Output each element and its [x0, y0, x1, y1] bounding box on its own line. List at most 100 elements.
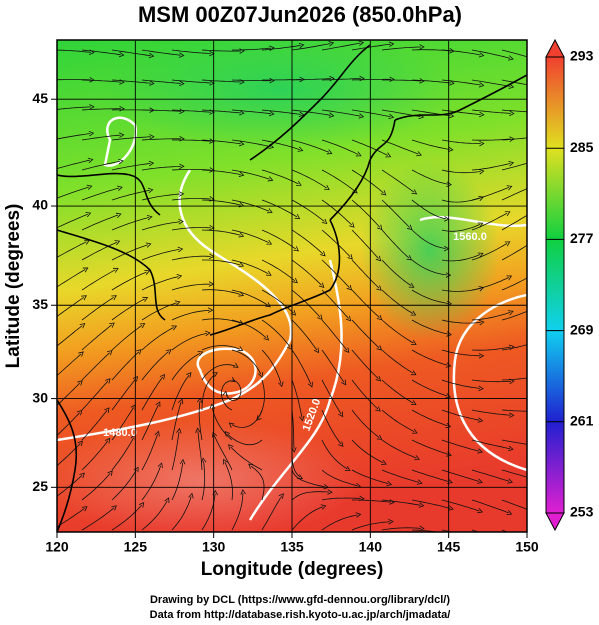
- streamline: [411, 259, 448, 276]
- stream-arrow: [107, 470, 113, 476]
- streamline: [81, 409, 108, 441]
- stream-arrow: [388, 113, 395, 120]
- stream-arrow: [359, 75, 365, 82]
- stream-arrow: [174, 300, 181, 306]
- streamline: [501, 188, 527, 201]
- streamline: [111, 407, 134, 441]
- stream-arrow: [239, 48, 245, 54]
- streamline: [81, 269, 116, 291]
- streamline: [411, 319, 449, 335]
- streamline: [501, 109, 527, 113]
- stream-arrow: [138, 502, 145, 508]
- stream-arrow: [104, 407, 110, 413]
- stream-arrow: [232, 362, 239, 368]
- stream-arrow: [376, 285, 382, 291]
- stream-arrow: [263, 334, 270, 341]
- stream-arrow: [118, 158, 124, 165]
- streamline: [291, 319, 318, 351]
- streamline: [231, 139, 271, 148]
- stream-arrow: [269, 45, 275, 51]
- stream-arrow: [419, 525, 425, 531]
- stream-arrow: [535, 182, 540, 186]
- streamline: [352, 499, 391, 503]
- stream-arrow: [207, 307, 214, 313]
- stream-arrow: [115, 212, 122, 218]
- streamline: [111, 504, 143, 531]
- stream-arrow: [238, 262, 245, 268]
- contour-label: 1480.0: [103, 427, 137, 439]
- streamline: [141, 109, 182, 112]
- stream-arrow: [569, 133, 574, 138]
- stream-arrow: [478, 52, 485, 58]
- stream-arrow: [257, 371, 264, 378]
- stream-arrow: [238, 171, 245, 177]
- stream-arrow: [533, 238, 538, 242]
- streamline: [351, 259, 380, 289]
- stream-arrow: [509, 110, 515, 117]
- streamline: [201, 109, 241, 114]
- streamline: [57, 186, 89, 199]
- stream-arrow: [265, 270, 272, 276]
- streamline: [57, 412, 80, 436]
- streamline: [351, 78, 391, 81]
- streamline: [321, 469, 358, 487]
- stream-arrow: [265, 302, 271, 308]
- stream-arrow: [186, 372, 192, 378]
- stream-arrow: [389, 76, 395, 83]
- streamline: [501, 244, 527, 261]
- streamline: [261, 229, 297, 250]
- streamline: [57, 213, 88, 229]
- stream-arrow: [248, 463, 254, 469]
- streamline: [261, 169, 299, 185]
- streamline: [321, 409, 342, 445]
- streamline: [381, 439, 417, 459]
- colorbar-tick-label: 277: [570, 230, 594, 246]
- stream-arrow: [478, 319, 485, 326]
- streamline: [321, 514, 358, 531]
- stream-arrow: [240, 489, 246, 495]
- streamline: [141, 500, 168, 531]
- streamline: [381, 259, 412, 287]
- streamline: [141, 434, 158, 471]
- streamline: [411, 229, 446, 249]
- stream-arrow: [224, 430, 231, 437]
- streamline: [291, 43, 331, 51]
- x-tick-label: 140: [359, 539, 383, 555]
- streamline: [291, 169, 327, 189]
- streamline: [381, 527, 421, 531]
- stream-arrow: [447, 146, 454, 153]
- streamline: [141, 138, 181, 141]
- x-tick-label: 135: [280, 539, 304, 555]
- stream-arrow: [414, 455, 421, 461]
- stream-arrow: [114, 240, 121, 246]
- stream-arrow: [117, 185, 123, 191]
- colorbar-tick-label: 261: [570, 413, 594, 429]
- streamline: [261, 109, 301, 115]
- stream-arrow: [568, 371, 573, 376]
- contours: [57, 116, 527, 521]
- streamline: [81, 380, 109, 411]
- streamline: [171, 333, 207, 351]
- stream-arrow: [358, 40, 365, 46]
- contour-label: 1560.0: [453, 231, 487, 243]
- streamline: [81, 507, 115, 531]
- streamline: [111, 437, 135, 471]
- colorbar: [545, 56, 565, 514]
- streamline: [231, 409, 263, 428]
- stream-arrow: [538, 339, 543, 344]
- streamline: [141, 276, 179, 291]
- streamline: [141, 165, 181, 171]
- stream-arrow: [346, 284, 353, 291]
- streamline: [411, 289, 449, 304]
- stream-arrow: [533, 209, 538, 213]
- stream-arrow: [317, 314, 323, 320]
- streamline: [501, 277, 527, 291]
- streamline: [351, 469, 389, 485]
- streamline: [171, 352, 201, 381]
- streamline: [111, 163, 151, 171]
- stream-arrow: [296, 180, 302, 186]
- stream-arrow: [195, 427, 201, 433]
- streamline: [201, 229, 241, 236]
- stream-arrow: [269, 77, 275, 84]
- streamline: [321, 497, 361, 501]
